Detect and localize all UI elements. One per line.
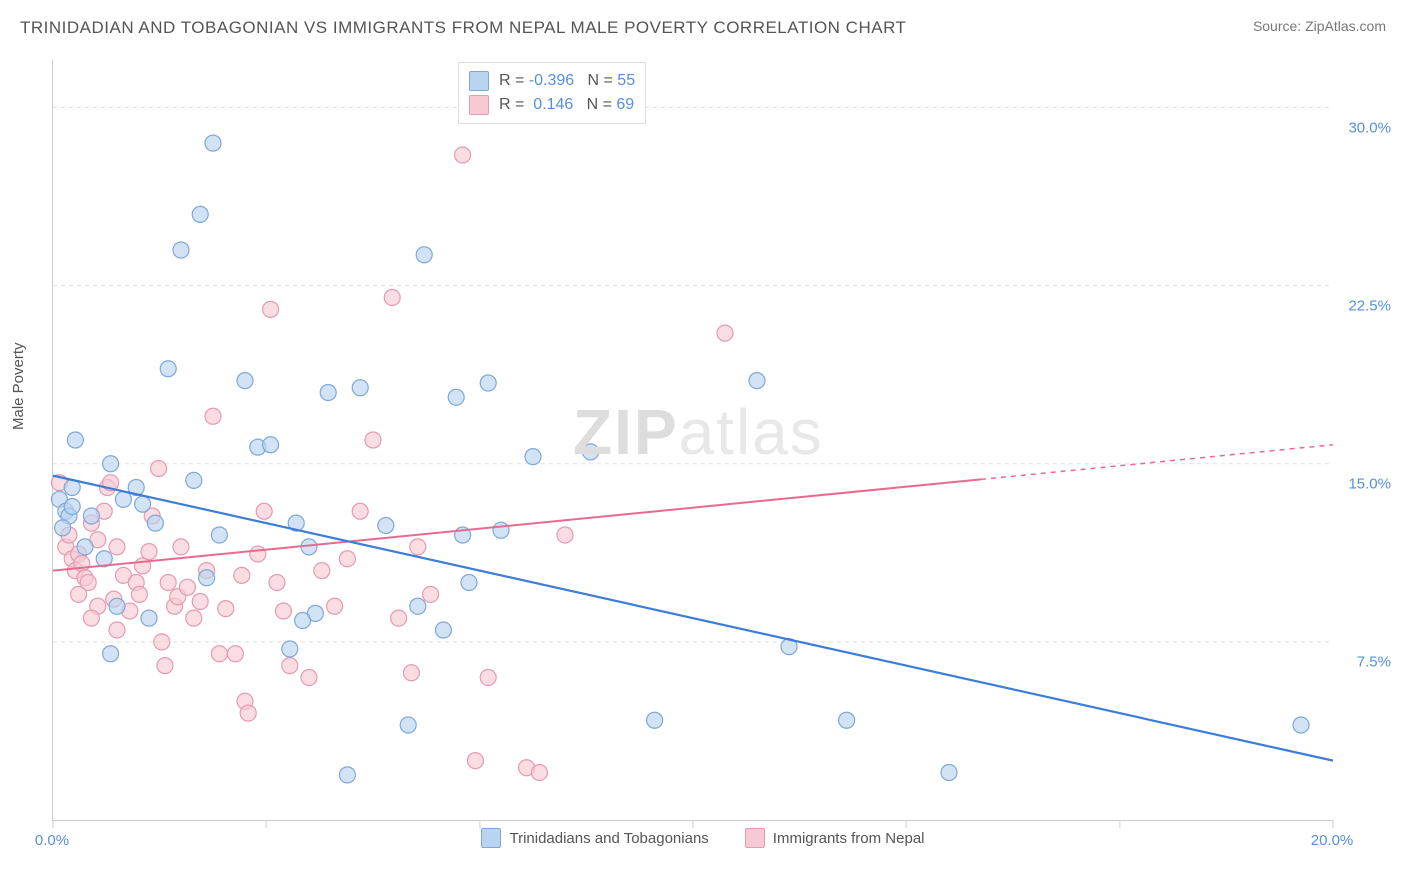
- series-b-swatch: [745, 828, 765, 848]
- plot-area: ZIPatlas R = -0.396 N = 55R = 0.146 N = …: [52, 60, 1333, 821]
- y-tick-label: 15.0%: [1348, 475, 1391, 492]
- chart-title: TRINIDADIAN AND TOBAGONIAN VS IMMIGRANTS…: [20, 18, 906, 37]
- source-label: Source: ZipAtlas.com: [1253, 18, 1386, 34]
- n-value: 69: [616, 93, 634, 117]
- scatter-plot-svg: [53, 60, 1333, 820]
- r-value: 0.146: [529, 93, 573, 117]
- legend-label: Immigrants from Nepal: [773, 830, 925, 847]
- y-tick-label: 22.5%: [1348, 297, 1391, 314]
- series-a-swatch: [469, 71, 489, 91]
- legend-item: Trinidadians and Tobagonians: [481, 828, 708, 848]
- series-legend: Trinidadians and Tobagonians Immigrants f…: [0, 828, 1406, 853]
- legend-label: Trinidadians and Tobagonians: [509, 830, 708, 847]
- y-tick-label: 30.0%: [1348, 119, 1391, 136]
- y-tick-label: 7.5%: [1357, 653, 1391, 670]
- r-value: -0.396: [529, 69, 574, 93]
- n-value: 55: [617, 69, 635, 93]
- series-a-swatch: [481, 828, 501, 848]
- x-tick-label: 20.0%: [1311, 832, 1354, 849]
- x-tick-label: 0.0%: [35, 832, 69, 849]
- y-axis-label: Male Poverty: [10, 342, 27, 430]
- series-b-swatch: [469, 95, 489, 115]
- correlation-legend: R = -0.396 N = 55R = 0.146 N = 69: [458, 62, 646, 124]
- legend-item: Immigrants from Nepal: [745, 828, 925, 848]
